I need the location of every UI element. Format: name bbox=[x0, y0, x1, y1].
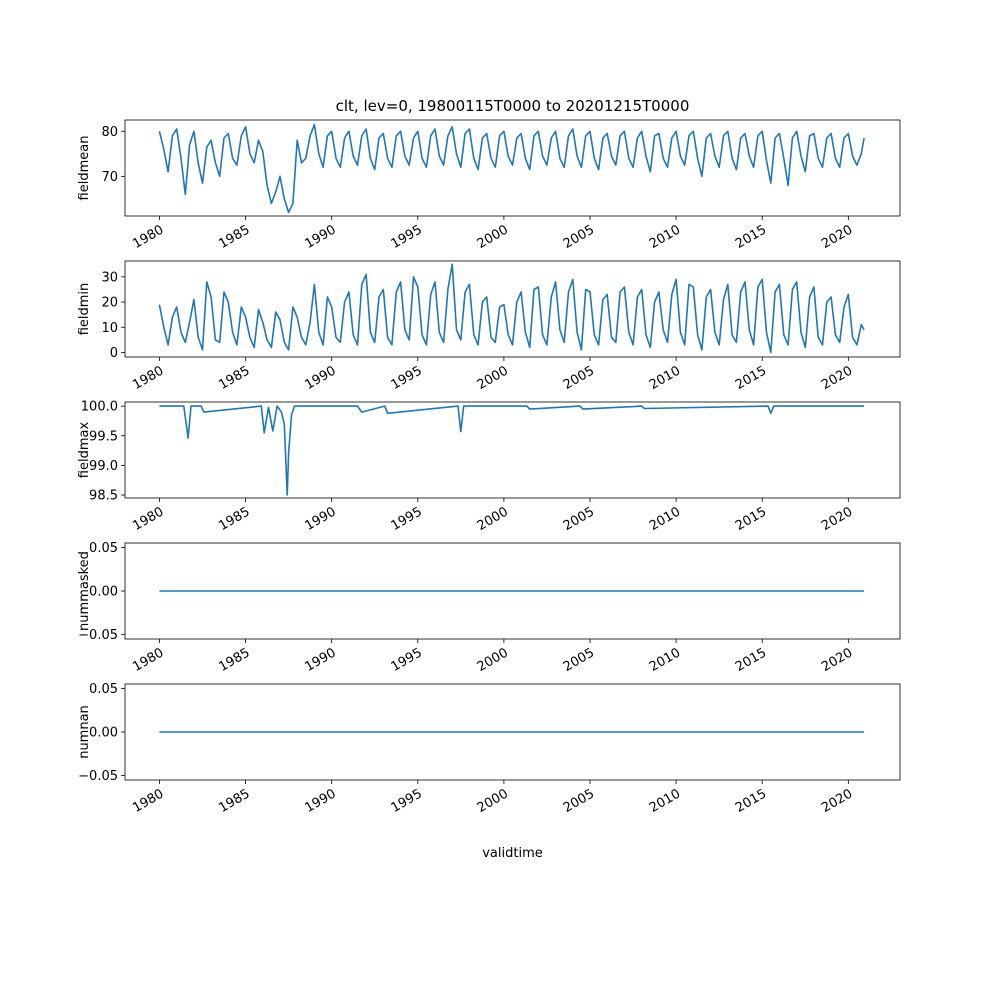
y-tick-label: 99.0 bbox=[89, 459, 118, 474]
axes-frame-fieldmax bbox=[124, 401, 901, 499]
y-tick-label: 30 bbox=[101, 270, 118, 285]
y-tick-label: 70 bbox=[101, 170, 118, 185]
y-tick-label: 0.00 bbox=[89, 585, 118, 600]
axes-frame-fieldmin bbox=[124, 260, 901, 358]
axes-frame-fieldmean bbox=[124, 119, 901, 217]
y-tick-label: 80 bbox=[101, 125, 118, 140]
y-axis-label: numnan bbox=[77, 705, 92, 759]
x-axis-label: validtime bbox=[482, 846, 543, 861]
y-tick-label: 0.05 bbox=[89, 541, 118, 556]
y-axis-label: fieldmin bbox=[77, 283, 92, 336]
y-tick-label: 10 bbox=[101, 321, 118, 336]
y-tick-label: −0.05 bbox=[78, 628, 118, 643]
series-line-fieldmean bbox=[158, 123, 865, 214]
y-axis-label: fieldmean bbox=[77, 136, 92, 201]
series-line-fieldmax bbox=[159, 405, 865, 496]
y-axis-label: nummasked bbox=[77, 551, 92, 631]
chart-title: clt, lev=0, 19800115T0000 to 20201215T00… bbox=[336, 97, 690, 115]
y-axis-label: fieldmax bbox=[77, 422, 92, 479]
y-tick-label: 100.0 bbox=[81, 400, 118, 415]
y-tick-label: 0.00 bbox=[89, 726, 118, 741]
y-tick-label: 0.05 bbox=[89, 682, 118, 697]
series-line-fieldmin bbox=[158, 263, 865, 354]
y-tick-label: −0.05 bbox=[78, 769, 118, 784]
y-tick-label: 20 bbox=[101, 296, 118, 311]
y-tick-label: 0 bbox=[110, 346, 118, 361]
y-tick-label: 98.5 bbox=[89, 489, 118, 504]
y-tick-label: 99.5 bbox=[89, 429, 118, 444]
